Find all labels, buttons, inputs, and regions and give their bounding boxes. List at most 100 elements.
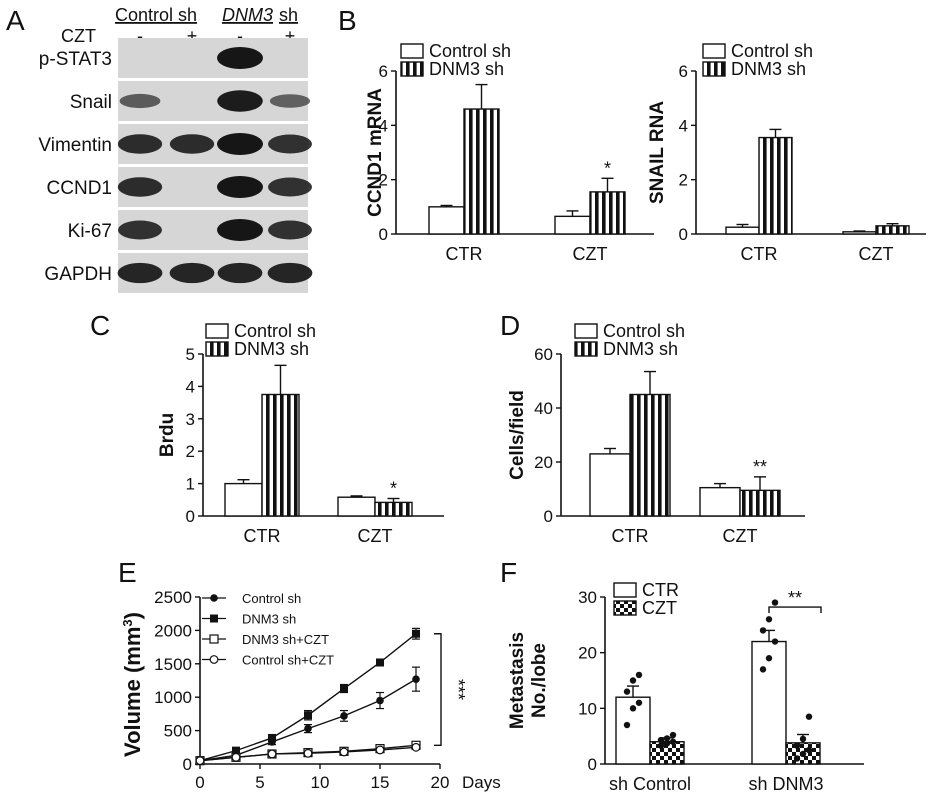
- bar: [699, 486, 741, 517]
- blot-band: [169, 134, 215, 154]
- bar: [758, 136, 793, 235]
- western-blot-panel: Control sh DNM3 sh CZT - + - + p-STAT3 Snail…: [38, 5, 313, 293]
- significance-mark: *: [604, 158, 611, 178]
- y-tick-label: 2: [379, 171, 388, 190]
- blot-row-label: GAPDH: [44, 264, 112, 285]
- y-tick-label: 0: [679, 225, 688, 244]
- blot-czt-label: CZT: [61, 26, 96, 46]
- bar: [842, 231, 877, 235]
- bar: [374, 501, 413, 517]
- data-point: [663, 740, 671, 747]
- marker-point: [231, 752, 241, 762]
- significance-mark: **: [788, 588, 802, 608]
- legend-label: DNM3 sh: [429, 59, 504, 79]
- significance-bracket: [434, 633, 442, 746]
- data-point: [771, 638, 779, 645]
- panel-label-a: A: [6, 5, 25, 36]
- data-point: [635, 671, 643, 679]
- y-tick-label: 60: [534, 345, 553, 364]
- x-tick-label: 20: [431, 773, 450, 792]
- y-tick-label: 1: [186, 475, 195, 494]
- data-point: [629, 705, 637, 712]
- legend-label: Control sh: [234, 321, 316, 341]
- data-point: [635, 699, 643, 706]
- legend-swatch: [400, 43, 424, 59]
- blot-row: GAPDH: [44, 253, 313, 293]
- bar: [875, 225, 910, 235]
- blot-band: [169, 262, 215, 284]
- y-axis-title-2: No./lobe: [529, 643, 550, 718]
- blot-band: [217, 133, 263, 155]
- marker-point: [232, 746, 240, 755]
- marker-point: [376, 658, 384, 667]
- blot-row-label: Ki-67: [68, 221, 112, 242]
- marker-point: [209, 634, 219, 644]
- category-label: sh DNM3: [748, 774, 823, 794]
- y-tick-label: 5: [186, 345, 195, 364]
- data-point: [629, 677, 637, 684]
- legend-label: DNM3 sh: [242, 612, 296, 627]
- y-axis-title: Metastasis: [507, 632, 528, 729]
- category-label: sh Control: [609, 774, 691, 794]
- y-tick-label: 2: [186, 442, 195, 461]
- chart-tumor-volume: 0 500 1000 1500 2000 2500 0 5 10 15 20 Days Volume (…: [120, 588, 501, 792]
- bar: [554, 215, 591, 235]
- bar: [463, 108, 500, 235]
- significance-mark: ***: [448, 679, 468, 700]
- marker-point: [267, 749, 277, 759]
- marker-point: [412, 629, 420, 638]
- legend-swatch: [613, 582, 637, 598]
- blot-band: [117, 262, 163, 284]
- y-tick-label: 30: [578, 588, 597, 607]
- data-point: [663, 735, 671, 742]
- y-tick-label: 0: [186, 507, 195, 526]
- blot-row: Snail: [70, 81, 311, 121]
- legend-label: Control sh: [603, 321, 685, 341]
- marker-point: [210, 594, 218, 602]
- data-point: [799, 750, 807, 758]
- legend-swatch: [574, 341, 598, 357]
- legend-label: DNM3 sh: [603, 339, 678, 359]
- category-label: CTR: [446, 244, 483, 264]
- data-point: [793, 742, 801, 749]
- legend-label: Control sh+CZT: [242, 653, 334, 668]
- blot-band: [268, 177, 312, 197]
- blot-row: Ki-67: [68, 210, 312, 250]
- blot-strip: [118, 38, 308, 78]
- x-tick-label: 5: [255, 773, 264, 792]
- legend-swatch: [613, 600, 637, 616]
- marker-point: [304, 711, 312, 720]
- category-label: CZT: [723, 526, 758, 546]
- y-tick-label: 3: [186, 410, 195, 429]
- blot-band: [269, 94, 311, 108]
- y-tick-label: 0: [183, 755, 192, 774]
- blot-band: [117, 134, 163, 154]
- data-point: [623, 688, 631, 695]
- blot-row: CCND1: [47, 167, 312, 207]
- blot-header-control: Control sh: [115, 5, 197, 25]
- legend-swatch: [702, 43, 726, 59]
- x-axis-title: Days: [462, 773, 501, 792]
- legend-label: Control sh: [429, 41, 511, 61]
- marker-point: [209, 655, 219, 664]
- bar: [629, 393, 671, 517]
- y-tick-label: 20: [578, 644, 597, 663]
- blot-band: [117, 177, 163, 197]
- category-label: CTR: [612, 526, 649, 546]
- blot-row-label: Snail: [70, 92, 112, 113]
- y-axis-title: Brdu: [157, 413, 178, 457]
- y-tick-label: 4: [679, 116, 688, 135]
- blot-band: [118, 220, 162, 240]
- significance-mark: **: [753, 457, 767, 477]
- data-point: [657, 742, 665, 749]
- marker-point: [303, 748, 313, 758]
- marker-point: [411, 742, 421, 752]
- category-label: CTR: [741, 244, 778, 264]
- blot-band: [217, 90, 263, 112]
- blot-czt-sign: -: [237, 26, 243, 46]
- data-point: [765, 616, 773, 623]
- legend-swatch: [574, 323, 598, 339]
- panel-label-e: E: [118, 557, 137, 588]
